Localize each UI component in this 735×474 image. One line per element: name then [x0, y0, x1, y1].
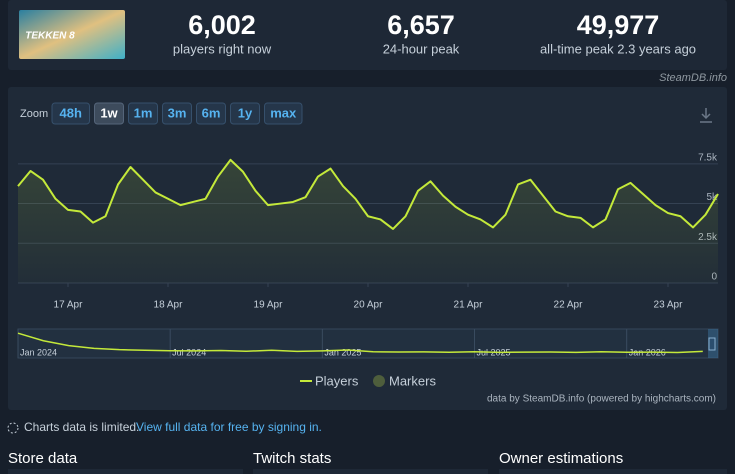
zoom-buttons: 48h 1w 1m 3m 6m 1y max	[51, 102, 303, 125]
game-image	[19, 10, 125, 59]
download-icon[interactable]	[700, 108, 712, 123]
navigator-bg	[17, 328, 719, 359]
stat-value: 6,657	[387, 10, 455, 40]
zoom-button[interactable]	[162, 102, 192, 125]
section-panel	[499, 469, 727, 474]
navigator-label: Jan 2024	[20, 347, 57, 357]
zoom-button-label[interactable]: max	[270, 105, 297, 120]
legend-label[interactable]: Markers	[389, 373, 436, 388]
notice-icon	[7, 422, 19, 434]
chart-credits: data by SteamDB.info (powered by highcha…	[487, 394, 716, 405]
zoom-button-label[interactable]: 1y	[238, 105, 253, 120]
legend-marker	[373, 375, 385, 387]
zoom-button[interactable]	[94, 102, 124, 125]
zoom-button-label[interactable]: 1w	[100, 105, 118, 120]
zoom-label: Zoom	[20, 108, 48, 120]
zoom-button[interactable]	[264, 102, 303, 125]
zoom-button[interactable]	[230, 102, 260, 125]
zoom-button[interactable]	[51, 102, 90, 125]
section-panel	[253, 469, 488, 474]
zoom-button-label[interactable]: 3m	[168, 105, 187, 120]
stat-label: players right now	[173, 41, 272, 56]
x-tick-label: 23 Apr	[654, 300, 684, 311]
navigator-label: Jan 2025	[324, 347, 361, 357]
stat-value: 6,002	[188, 10, 256, 40]
section-title: Twitch stats	[253, 450, 331, 467]
navigator-handle[interactable]	[708, 337, 716, 351]
y-tick-label: 5k	[706, 192, 718, 203]
x-tick-label: 19 Apr	[254, 300, 284, 311]
x-tick-label: 17 Apr	[54, 300, 84, 311]
zoom-button-label[interactable]: 6m	[202, 105, 221, 120]
site-credit: SteamDB.info	[659, 72, 727, 84]
zoom-button-label[interactable]: 48h	[60, 105, 82, 120]
notice-text: Charts data is limited.	[24, 420, 139, 434]
zoom-button-label[interactable]: 1m	[134, 105, 153, 120]
x-tick-label: 18 Apr	[154, 300, 184, 311]
stat-label: 24-hour peak	[383, 41, 460, 56]
stat-label: all-time peak 2.3 years ago	[540, 41, 696, 56]
section-title: Store data	[8, 450, 78, 467]
zoom-button[interactable]	[196, 102, 226, 125]
section-title: Owner estimations	[499, 450, 623, 467]
section-panel	[8, 469, 243, 474]
series-area	[18, 159, 718, 283]
signin-link[interactable]: View full data for free by signing in.	[136, 420, 322, 434]
x-tick-label: 22 Apr	[554, 300, 584, 311]
zoom-button[interactable]	[128, 102, 158, 125]
navigator-label: Jul 2024	[172, 347, 206, 357]
stats-panel	[8, 0, 727, 70]
x-tick-label: 20 Apr	[354, 300, 384, 311]
legend-label[interactable]: Players	[315, 373, 359, 388]
series-line	[17, 158, 719, 230]
navigator-line	[17, 332, 703, 354]
game-logo: TEKKEN 8	[25, 31, 75, 42]
x-tick-label: 21 Apr	[454, 300, 484, 311]
stat-value: 49,977	[577, 10, 660, 40]
y-tick-label: 7.5k	[698, 152, 718, 163]
